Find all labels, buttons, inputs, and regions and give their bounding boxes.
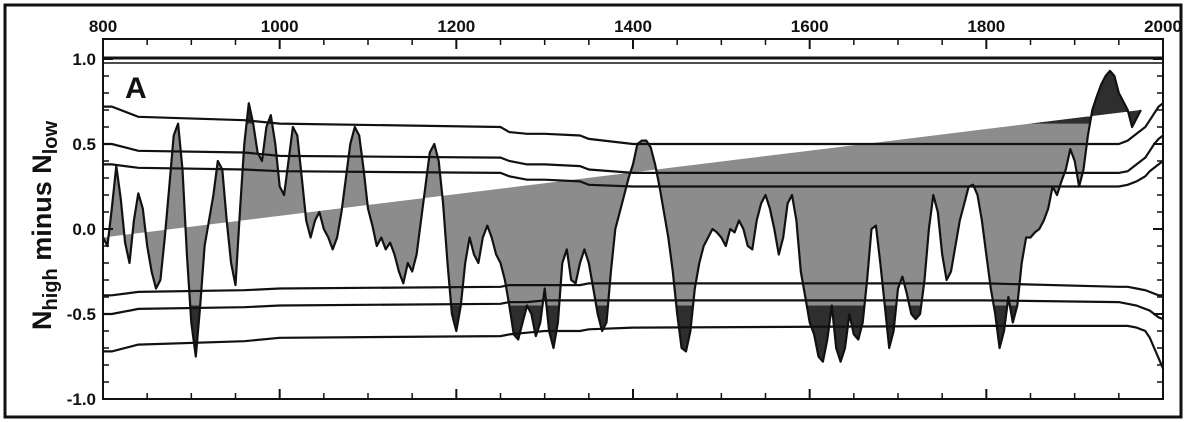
x-tick-label: 2000 [1144,17,1182,36]
area-fill-extreme-negative [190,305,1018,362]
y-axis-label-main: N [27,311,57,331]
threshold-lines [103,102,1163,369]
threshold-line-1 [103,102,1163,146]
x-tick-label: 1000 [261,17,299,36]
threshold-line-4 [103,282,1163,297]
x-tick-label: 800 [89,17,117,36]
series-line [103,69,1142,363]
x-tick-label: 1600 [791,17,829,36]
x-tick-label: 1800 [967,17,1005,36]
x-tick-label: 1400 [614,17,652,36]
plot-area [103,69,1163,369]
panel-label: A [125,72,147,105]
y-tick-label: 1.0 [72,50,96,69]
y-axis-label: Nhigh minus Nlow [27,120,62,330]
threshold-line-5 [103,299,1163,321]
y-axis-label-mid: minus N [27,154,57,268]
x-axis: 800 1000 1200 1400 1600 1800 2000 [89,17,1182,399]
y-tick-label: 0.5 [72,135,96,154]
y-tick-label: 0.0 [72,220,96,239]
threshold-line-2 [103,134,1163,174]
y-tick-label: -0.5 [67,305,96,324]
x-tick-label: 1200 [437,17,475,36]
y-axis: 1.0 0.5 0.0 -0.5 -1.0 [67,50,1163,409]
figure-frame [3,3,1183,419]
threshold-line-3 [103,160,1163,188]
threshold-line-6 [103,324,1163,369]
y-axis-label-sub-low: low [40,120,62,154]
y-axis-label-sub-high: high [40,268,62,310]
y-tick-label: -1.0 [67,390,96,409]
